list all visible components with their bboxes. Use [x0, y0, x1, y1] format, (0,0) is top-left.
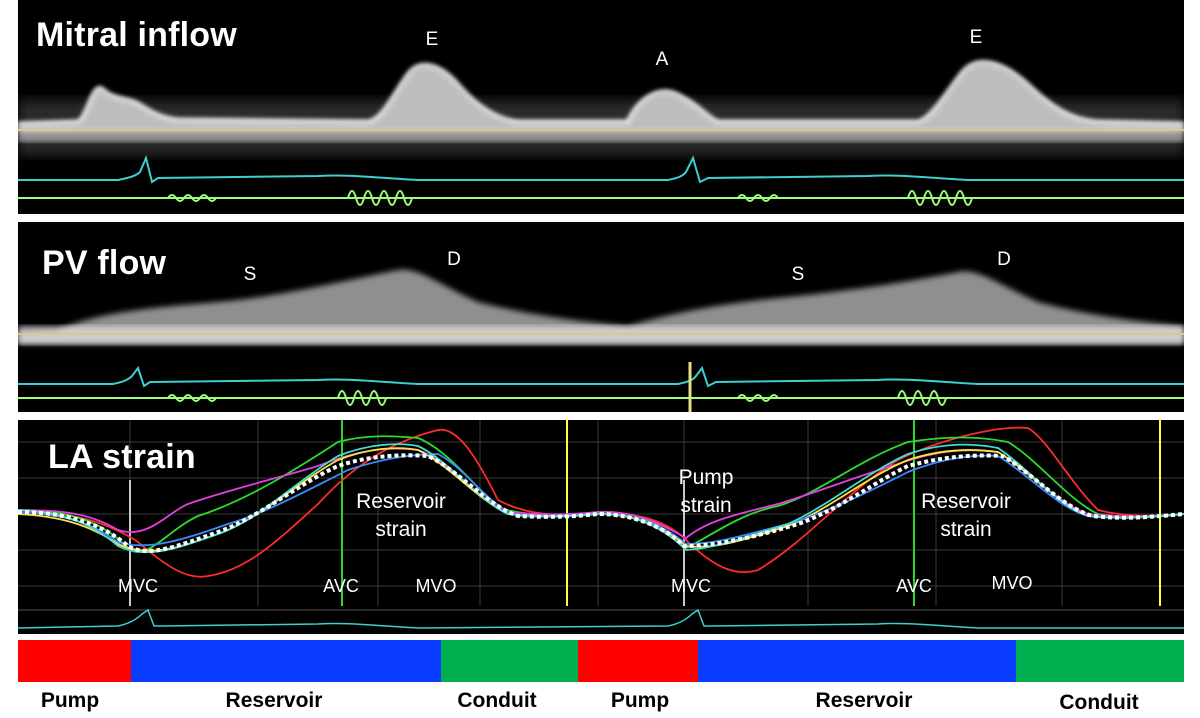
phase-label-reservoir-1: Reservoir [225, 689, 323, 712]
mitral-doppler-trace [18, 60, 1184, 206]
mitral-e-wave-label-2: E [969, 27, 983, 48]
phase-bar-pump-2 [578, 640, 698, 682]
mvc-label-2: MVC [671, 576, 711, 596]
mitral-inflow-panel: Mitral inflow E A E [18, 0, 1184, 214]
mvo-label-2: MVO [991, 573, 1033, 593]
la-strain-plot [18, 420, 1184, 629]
mitral-inflow-title: Mitral inflow [36, 16, 237, 54]
mitral-a-wave-label: A [655, 49, 669, 70]
la-strain-panel: LA strain Reservoir strain Pump strain R… [18, 420, 1184, 634]
la-strain-title: LA strain [48, 438, 196, 476]
pv-s-wave-label-2: S [791, 264, 805, 285]
reservoir-strain-annotation-1-line1: Reservoir [356, 490, 446, 513]
phase-bar-conduit-2 [1016, 640, 1184, 682]
phase-bar-conduit-1 [441, 640, 578, 682]
pv-doppler-trace [18, 269, 1184, 412]
mitral-spectral-envelope [18, 62, 1184, 132]
pv-flow-panel: PV flow S D S D [18, 222, 1184, 412]
mean-strain-curve [18, 453, 1184, 553]
pump-strain-annotation-line2: strain [680, 494, 732, 517]
reservoir-strain-annotation-2: Reservoir strain [921, 488, 1011, 544]
mitral-ecg-trace [18, 154, 1184, 184]
pv-d-wave-label-1: D [447, 249, 461, 270]
pv-s-wave-label-1: S [243, 264, 257, 285]
mvo-label-1: MVO [415, 576, 457, 596]
phase-bar-reservoir-1 [131, 640, 441, 682]
phase-label-conduit-2: Conduit [1059, 691, 1139, 714]
pv-flow-title: PV flow [42, 244, 167, 282]
phase-bar-pump-1 [18, 640, 131, 682]
mvc-label-1: MVC [118, 576, 158, 596]
pv-d-wave-label-2: D [997, 249, 1011, 270]
phase-bar-reservoir-2 [698, 640, 1016, 682]
la-ecg-trace [18, 608, 1184, 629]
phase-label-reservoir-2: Reservoir [815, 689, 913, 712]
reservoir-strain-annotation-1: Reservoir strain [356, 488, 446, 544]
reservoir-strain-annotation-2-line1: Reservoir [921, 490, 1011, 513]
avc-label-1: AVC [323, 576, 359, 596]
mitral-e-wave-label-1: E [425, 29, 439, 50]
mitral-timing-trace [18, 190, 1184, 206]
phase-label-pump-2: Pump [610, 689, 670, 712]
avc-label-2: AVC [896, 576, 932, 596]
reservoir-strain-annotation-2-line2: strain [940, 518, 992, 541]
pv-timing-trace [18, 390, 1184, 406]
pump-strain-annotation: Pump strain [679, 464, 734, 520]
phase-label-pump-1: Pump [40, 689, 100, 712]
pv-spectral-envelope [18, 269, 1184, 344]
phase-label-conduit-1: Conduit [457, 689, 537, 712]
reservoir-strain-annotation-1-line2: strain [375, 518, 427, 541]
pump-strain-annotation-line1: Pump [678, 466, 734, 489]
pv-ecg-trace [18, 365, 1184, 388]
